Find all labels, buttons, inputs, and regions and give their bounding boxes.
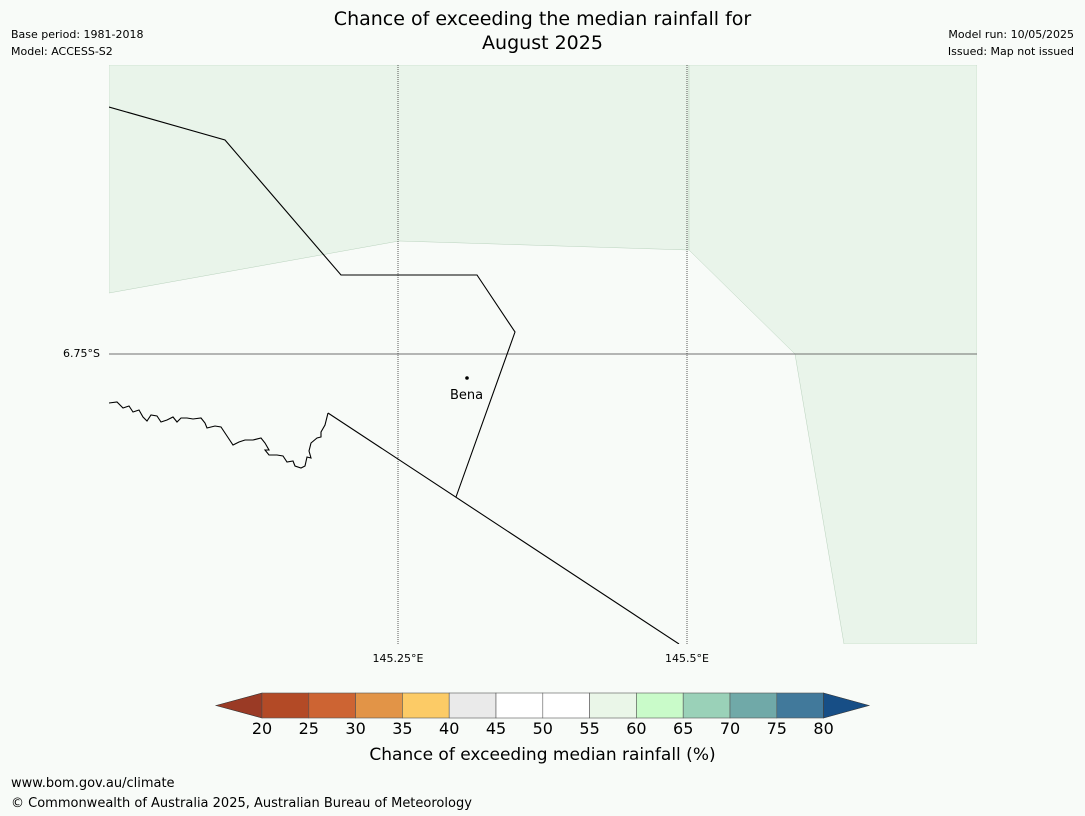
colorbar-segment-35-40 [402,692,450,719]
footer-url[interactable]: www.bom.gov.au/climate [11,776,175,791]
colorbar-extend-low [214,692,263,719]
map-title-line1: Chance of exceeding the median rainfall … [333,8,752,30]
colorbar-segment-40-45 [448,692,497,719]
footer-copyright: © Commonwealth of Australia 2025, Austra… [11,796,472,811]
meta-left: Base period: 1981-2018 Model: ACCESS-S2 [11,26,143,60]
colorbar-tick-60: 60 [626,719,647,738]
colorbar-label: Chance of exceeding median rainfall (%) [369,745,716,765]
colorbar-tick-50: 50 [532,719,553,738]
model-run-text: Model run: 10/05/2025 [948,28,1074,41]
map-panel[interactable]: Bena [109,65,977,644]
place-label-bena: Bena [450,388,484,403]
colorbar-extend-high [823,692,871,719]
river-line [109,401,329,469]
issued-text: Issued: Map not issued [947,45,1074,58]
colorbar-tick-65: 65 [673,719,694,738]
base-period-text: Base period: 1981-2018 [11,28,144,41]
colorbar-tick-25: 25 [298,719,319,738]
colorbar-tick-40: 40 [439,719,460,738]
colorbar-segment-75-80 [776,692,824,719]
colorbar-tick-35: 35 [392,719,413,738]
colorbar-segment-60-65 [636,692,684,719]
colorbar-segment-20-25 [261,692,310,719]
colorbar-tick-75: 75 [766,719,787,738]
colorbar-segment-55-60 [589,692,637,719]
lon-label-1455e: 145.5°E [665,652,709,665]
colorbar-tick-70: 70 [719,719,741,738]
map-title-line2: August 2025 [482,32,603,54]
lon-label-14525e: 145.25°E [372,652,424,665]
colorbar-segment-65-70 [682,692,731,719]
province-boundary-south [327,412,680,644]
colorbar-segment-30-35 [355,692,403,719]
colorbar-segment-70-75 [729,692,778,719]
meta-right: Model run: 10/05/2025 Issued: Map not is… [948,26,1074,60]
map-svg [109,65,977,644]
place-marker-bena[interactable] [465,376,469,380]
lat-label-675s: 6.75°S [63,347,100,360]
colorbar-segment-50-55 [542,692,590,719]
colorbar-segment-45-50 [495,692,544,719]
colorbar-tick-55: 55 [579,719,600,738]
colorbar-tick-45: 45 [485,719,507,738]
map-title: Chance of exceeding the median rainfall … [0,7,1085,55]
province-boundary [109,106,516,498]
model-text: Model: ACCESS-S2 [11,45,113,58]
colorbar-tick-30: 30 [345,719,366,738]
colorbar-segment-25-30 [308,692,356,719]
colorbar-tick-80: 80 [813,719,834,738]
forecast-region-green-top [109,65,690,294]
colorbar-tick-20: 20 [251,719,273,738]
